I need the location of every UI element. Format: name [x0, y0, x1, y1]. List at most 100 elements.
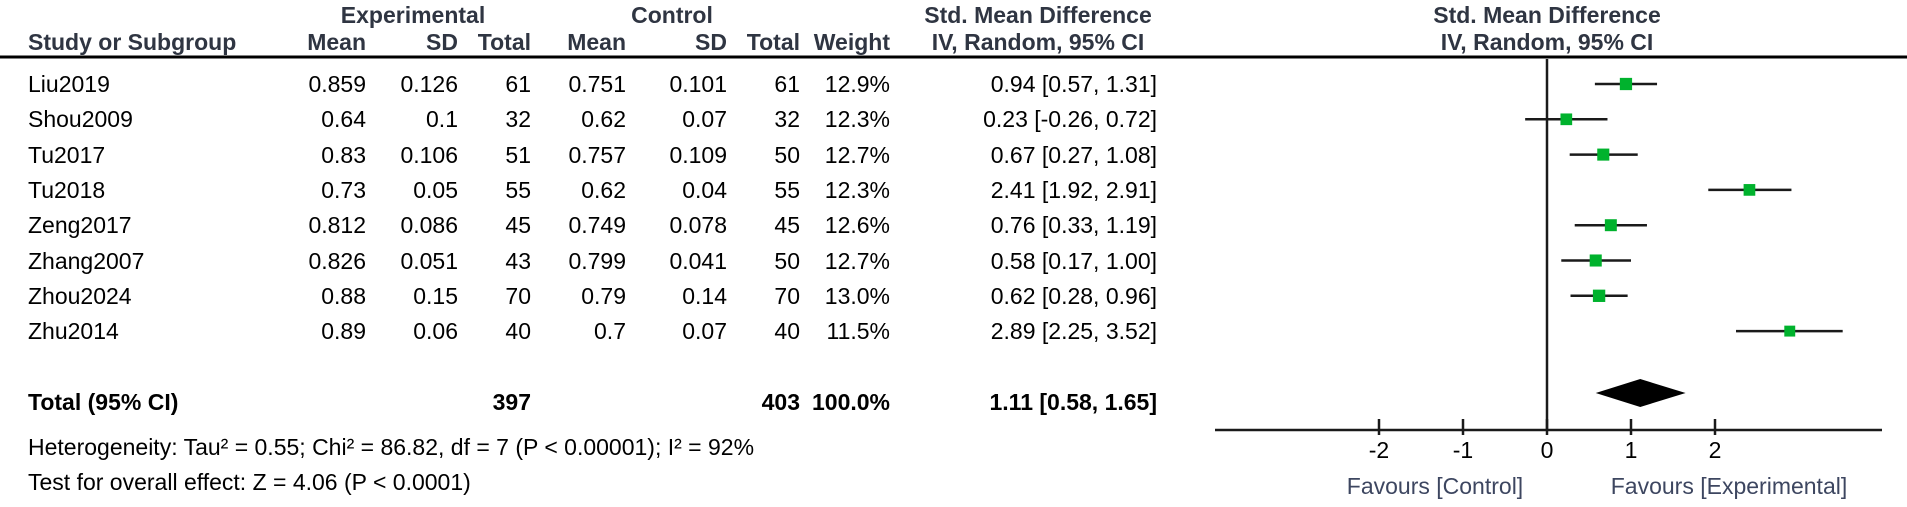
study-name: Tu2017	[28, 141, 106, 168]
col-header-study: Study or Subgroup	[28, 29, 237, 55]
ctrl-total: 50	[774, 247, 800, 274]
total-ci: 1.11 [0.58, 1.65]	[989, 389, 1157, 415]
overall-effect-text: Test for overall effect: Z = 4.06 (P < 0…	[28, 469, 471, 495]
exp-total: 70	[505, 282, 531, 309]
ci-text: 0.58 [0.17, 1.00]	[990, 247, 1157, 274]
exp-mean: 0.88	[321, 282, 366, 309]
ctrl-sd: 0.078	[669, 212, 727, 239]
heterogeneity-text: Heterogeneity: Tau² = 0.55; Chi² = 86.82…	[28, 434, 755, 460]
study-name: Zeng2017	[28, 212, 132, 239]
ctrl-total: 70	[774, 282, 800, 309]
ci-text: 0.94 [0.57, 1.31]	[990, 71, 1157, 97]
ctrl-sd: 0.14	[682, 282, 727, 309]
effect-marker	[1589, 254, 1602, 267]
col-header-ctrl-total: Total	[746, 29, 800, 55]
ctrl-mean: 0.799	[568, 247, 626, 274]
weight: 12.6%	[824, 212, 890, 239]
ci-text: 0.23 [-0.26, 0.72]	[983, 106, 1157, 133]
plot-title: Std. Mean Difference	[1433, 2, 1661, 28]
study-name: Zhang2007	[28, 247, 145, 274]
weight: 12.7%	[824, 247, 890, 274]
exp-mean: 0.83	[321, 141, 366, 168]
exp-total: 40	[505, 318, 531, 345]
col-header-ctrl-sd: SD	[695, 29, 727, 55]
effect-marker	[1604, 219, 1617, 232]
exp-mean: 0.826	[308, 247, 366, 274]
exp-mean: 0.73	[321, 176, 366, 203]
ctrl-sd: 0.07	[682, 318, 727, 345]
ctrl-mean: 0.7	[594, 318, 626, 345]
col-group-experimental: Experimental	[340, 2, 486, 28]
total-weight: 100.0%	[811, 389, 890, 415]
weight: 12.7%	[824, 141, 890, 168]
effect-marker	[1784, 325, 1796, 337]
exp-total: 51	[505, 141, 531, 168]
exp-total: 55	[505, 176, 531, 203]
exp-sd: 0.051	[400, 247, 458, 274]
exp-total: 43	[505, 247, 531, 274]
favours-experimental-label: Favours [Experimental]	[1610, 473, 1848, 499]
exp-mean: 0.812	[308, 212, 366, 239]
study-name: Zhu2014	[28, 318, 119, 345]
exp-sd: 0.106	[400, 141, 458, 168]
favours-control-label: Favours [Control]	[1346, 473, 1524, 499]
exp-total: 45	[505, 212, 531, 239]
ctrl-total: 50	[774, 141, 800, 168]
ctrl-mean: 0.62	[581, 106, 626, 133]
weight: 12.3%	[824, 106, 890, 133]
total-ctrl-n: 403	[761, 389, 800, 415]
ci-text: 2.89 [2.25, 3.52]	[990, 318, 1157, 345]
weight: 12.3%	[824, 176, 890, 203]
col-header-exp-mean: Mean	[307, 29, 366, 55]
exp-total: 32	[505, 106, 531, 133]
effect-marker	[1560, 113, 1573, 126]
ci-text: 0.76 [0.33, 1.19]	[990, 212, 1157, 239]
plot-method: IV, Random, 95% CI	[1440, 29, 1654, 55]
col-header-weight: Weight	[813, 29, 890, 55]
ci-text: 2.41 [1.92, 2.91]	[990, 176, 1157, 203]
study-name: Shou2009	[28, 106, 133, 133]
weight: 13.0%	[824, 282, 890, 309]
exp-sd: 0.086	[400, 212, 458, 239]
study-name: Tu2018	[28, 176, 106, 203]
total-exp-n: 397	[492, 389, 531, 415]
effect-marker	[1592, 289, 1606, 302]
ctrl-total: 32	[774, 106, 800, 133]
exp-mean: 0.89	[321, 318, 366, 345]
ci-text: 0.62 [0.28, 0.96]	[990, 282, 1157, 309]
ci-text: 0.67 [0.27, 1.08]	[990, 141, 1157, 168]
exp-sd: 0.05	[413, 176, 458, 203]
ctrl-sd: 0.041	[669, 247, 727, 274]
pooled-diamond	[1595, 379, 1686, 407]
exp-sd: 0.06	[413, 318, 458, 345]
effect-marker	[1743, 184, 1756, 196]
weight: 12.9%	[824, 71, 890, 97]
axis-tick-label: 1	[1625, 437, 1638, 463]
ctrl-sd: 0.109	[669, 141, 727, 168]
ctrl-total: 40	[774, 318, 800, 345]
ctrl-sd: 0.101	[669, 71, 727, 97]
total-label: Total (95% CI)	[28, 389, 179, 415]
effect-marker	[1619, 77, 1633, 91]
ctrl-total: 45	[774, 212, 800, 239]
col-header-ctrl-mean: Mean	[567, 29, 626, 55]
effect-title: Std. Mean Difference	[924, 2, 1152, 28]
col-header-exp-sd: SD	[426, 29, 458, 55]
axis-tick-label: 2	[1709, 437, 1722, 463]
ctrl-sd: 0.04	[682, 176, 727, 203]
ctrl-mean: 0.749	[568, 212, 626, 239]
exp-sd: 0.126	[400, 71, 458, 97]
exp-sd: 0.1	[426, 106, 458, 133]
ctrl-mean: 0.757	[568, 141, 626, 168]
col-group-control: Control	[631, 2, 713, 28]
ctrl-mean: 0.62	[581, 176, 626, 203]
axis-tick-label: -2	[1369, 437, 1389, 463]
exp-mean: 0.64	[321, 106, 366, 133]
study-name: Zhou2024	[28, 282, 132, 309]
weight: 11.5%	[826, 318, 890, 345]
col-header-exp-total: Total	[477, 29, 531, 55]
col-header-effect-method: IV, Random, 95% CI	[931, 29, 1145, 55]
axis-tick-label: 0	[1541, 437, 1554, 463]
ctrl-mean: 0.751	[568, 71, 626, 97]
